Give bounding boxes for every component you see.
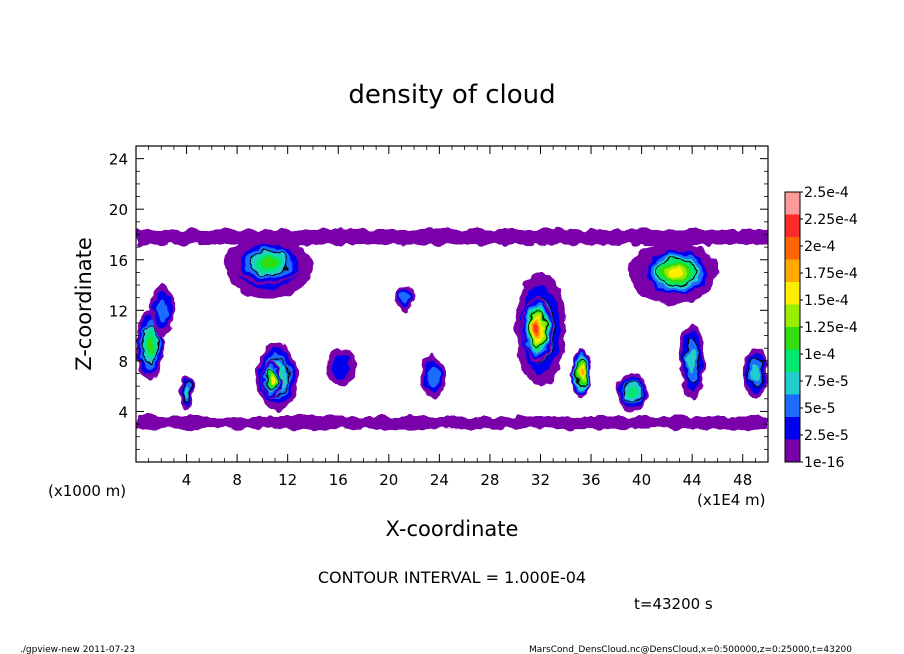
- x-tick-label: 8: [232, 471, 242, 489]
- contour-line: [181, 382, 192, 403]
- y-tick-label: 8: [118, 353, 128, 371]
- cloud-region: [572, 348, 592, 399]
- colorbar-label: 5e-5: [804, 401, 835, 417]
- x-axis-label: X-coordinate: [386, 517, 519, 541]
- colorbar-label: 1e-4: [804, 347, 836, 363]
- x-tick-label: 24: [430, 471, 449, 489]
- contour-line: [575, 359, 588, 388]
- colorbar-segment: [785, 259, 800, 282]
- cloud-region: [641, 247, 712, 298]
- cloud-contour-fill: [136, 416, 768, 430]
- cloud-contour-fill: [270, 376, 274, 384]
- cloud-region: [136, 416, 768, 430]
- time-stamp: t=43200 s: [634, 595, 713, 613]
- y-tick-label: 16: [109, 252, 128, 270]
- cloud-contour-fill: [535, 324, 540, 334]
- cloud-contour-fill: [427, 366, 439, 387]
- x-unit-label: (x1E4 m): [697, 491, 766, 509]
- cloud-contour-fill: [579, 369, 584, 378]
- colorbar-segment: [785, 282, 800, 305]
- colorbar: 2.5e-4 2.25e-4 2e-4 1.75e-4 1.5e-4 1.25e-4 1e-…: [784, 185, 858, 471]
- x-tick-label: 40: [632, 471, 651, 489]
- x-tick-label: 48: [733, 471, 752, 489]
- cloud-contour-fill: [400, 292, 409, 304]
- cloud-region: [325, 348, 358, 387]
- x-axis: 4 8 12 16 20 24 28 32 36 40 44 48: [148, 146, 756, 489]
- contour-line: [528, 311, 547, 348]
- colorbar-segment: [785, 237, 800, 260]
- colorbar-segment: [785, 192, 800, 215]
- y-tick-label: 4: [118, 403, 128, 421]
- x-tick-label: 36: [581, 471, 600, 489]
- colorbar-label: 1.5e-4: [804, 293, 849, 309]
- contour-line: [266, 368, 278, 391]
- cloud-region: [679, 322, 705, 399]
- cloud-contour-fill: [750, 364, 760, 383]
- colorbar-segment: [785, 214, 800, 237]
- colorbar-label: 1.25e-4: [804, 320, 858, 336]
- cloud-contour-fill: [136, 229, 768, 245]
- cloud-contour-fill: [157, 299, 168, 322]
- x-tick-label: 12: [278, 471, 297, 489]
- contour-line: [684, 339, 700, 383]
- cloud-contour-fill: [183, 386, 190, 399]
- colorbar-segment: [785, 304, 800, 327]
- contour-line: [622, 381, 642, 404]
- cloud-region: [521, 297, 554, 361]
- colorbar-segment: [785, 439, 800, 462]
- footer-left: ./gpview-new 2011-07-23: [20, 645, 135, 654]
- colorbar-segment: [785, 349, 800, 372]
- colorbar-label: 7.5e-5: [804, 374, 849, 390]
- cloud-region: [262, 360, 282, 399]
- colorbar-segment: [785, 372, 800, 395]
- colorbar-label: 2.5e-4: [804, 185, 849, 201]
- y-tick-label: 20: [109, 201, 128, 219]
- x-tick-label: 16: [329, 471, 348, 489]
- plot-frame: [135, 145, 769, 463]
- x-tick-label: 32: [531, 471, 550, 489]
- cloud-region: [151, 285, 174, 336]
- cloud-region: [395, 285, 415, 311]
- colorbar-label: 2.25e-4: [804, 212, 858, 228]
- cloud-region: [234, 240, 303, 286]
- chart-title: density of cloud: [348, 80, 555, 110]
- colorbar-label: 1e-16: [804, 455, 844, 471]
- cloud-region: [136, 229, 768, 245]
- colorbar-label: 2e-4: [804, 239, 836, 255]
- cloud-contour-fill: [669, 267, 683, 278]
- colorbar-label: 1.75e-4: [804, 266, 858, 282]
- cloud-contour-fill: [627, 387, 637, 398]
- x-tick-label: 20: [379, 471, 398, 489]
- cloud-region: [178, 376, 195, 409]
- cloud-contour-fill: [331, 355, 352, 379]
- x-tick-label: 44: [683, 471, 702, 489]
- colorbar-segment: [785, 394, 800, 417]
- y-tick-label: 12: [109, 302, 128, 320]
- contour-line: [747, 359, 763, 388]
- contour-line: [141, 325, 159, 365]
- cloud-contour-fill: [687, 347, 697, 375]
- cloud-region: [420, 354, 446, 399]
- y-axis-label: Z-coordinate: [72, 237, 96, 371]
- plot-area: [136, 229, 768, 430]
- cloud-region: [616, 373, 648, 412]
- cloud-density-field: [136, 229, 768, 430]
- cloud-contour-fill: [260, 257, 277, 269]
- colorbar-segment: [785, 327, 800, 350]
- contour-line: [249, 250, 288, 276]
- colorbar-label: 2.5e-5: [804, 428, 849, 444]
- y-axis: 4 8 12 16 20 24: [109, 151, 768, 450]
- y-unit-label: (x1000 m): [48, 482, 126, 500]
- x-tick-label: 28: [480, 471, 499, 489]
- footer-right: MarsCond_DensCloud.nc@DensCloud,x=0:5000…: [529, 645, 852, 654]
- colorbar-segment: [785, 417, 800, 440]
- cloud-contour-fill: [146, 336, 154, 354]
- x-tick-label: 4: [182, 471, 192, 489]
- contour-interval: CONTOUR INTERVAL = 1.000E-04: [318, 568, 586, 587]
- contour-line: [656, 257, 696, 287]
- y-tick-label: 24: [109, 151, 128, 169]
